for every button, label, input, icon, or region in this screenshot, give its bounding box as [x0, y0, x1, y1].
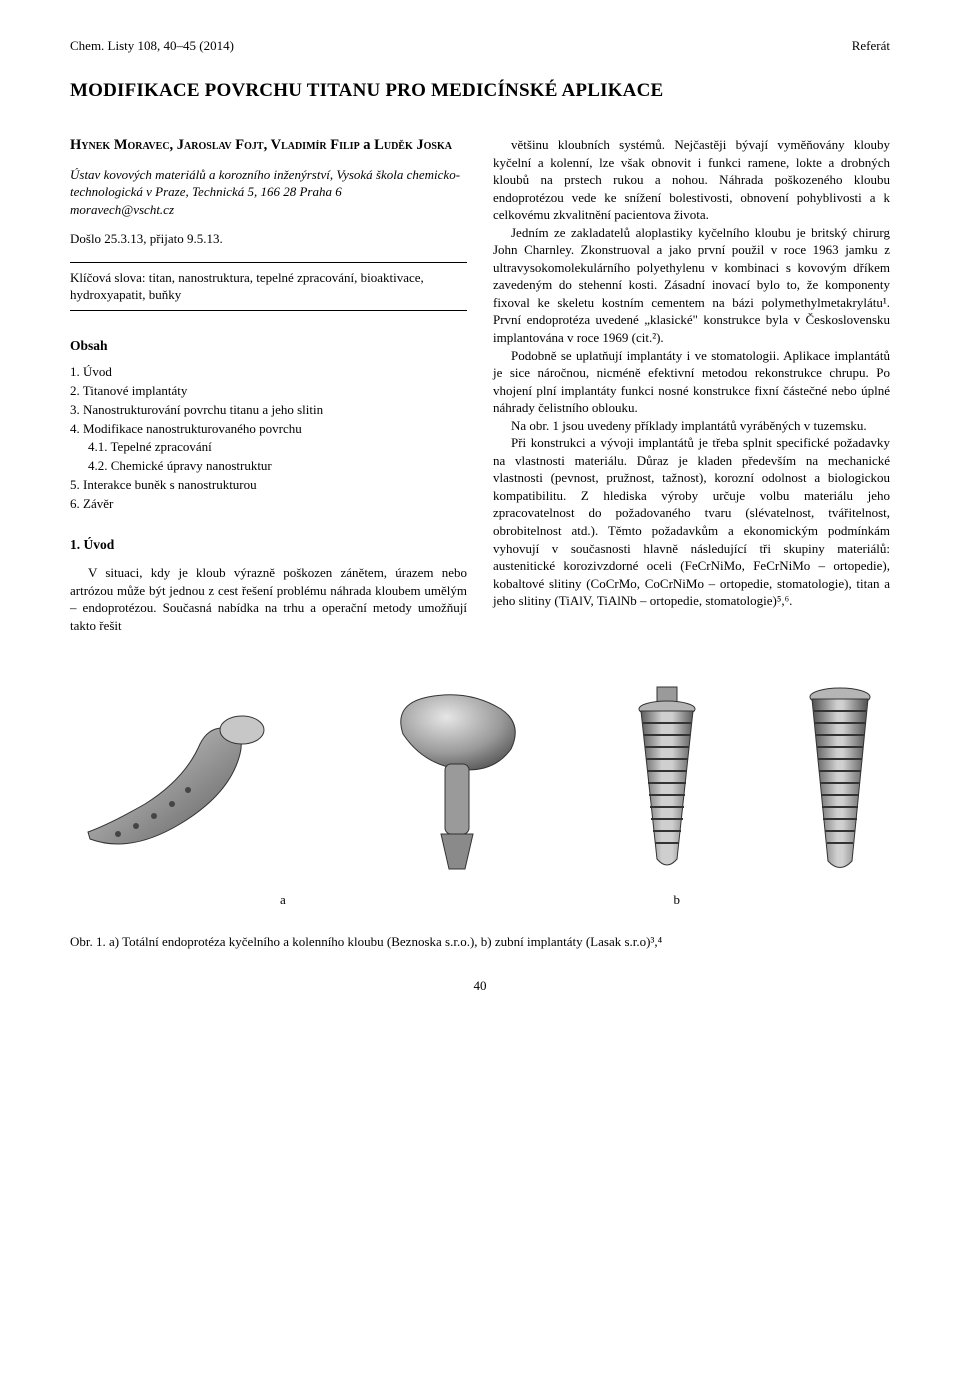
- left-column: Hynek Moravec, Jaroslav Fojt, Vladimír F…: [70, 136, 467, 634]
- body-paragraph: Podobně se uplatňují implantáty i ve sto…: [493, 347, 890, 417]
- author-list: Hynek Moravec, Jaroslav Fojt, Vladimír F…: [70, 136, 467, 156]
- section-heading: 1. Úvod: [70, 536, 467, 554]
- body-paragraph: většinu kloubních systémů. Nejčastěji bý…: [493, 136, 890, 224]
- hip-implant-image: [70, 684, 300, 874]
- submission-dates: Došlo 25.3.13, přijato 9.5.13.: [70, 230, 467, 248]
- toc-item: 6. Závěr: [70, 495, 467, 514]
- body-paragraph: Jedním ze zakladatelů aloplastiky kyčeln…: [493, 224, 890, 347]
- divider-top: [70, 262, 467, 263]
- toc-item: 5. Interakce buněk s nanostrukturou: [70, 476, 467, 495]
- toc-subitem: 4.1. Tepelné zpracování: [70, 438, 467, 457]
- toc-item: 1. Úvod: [70, 363, 467, 382]
- divider-bottom: [70, 310, 467, 311]
- contact-email: moravech@vscht.cz: [70, 202, 174, 217]
- journal-ref: Chem. Listy 108, 40–45 (2014): [70, 38, 234, 54]
- right-column: většinu kloubních systémů. Nejčastěji bý…: [493, 136, 890, 634]
- figure-sublabels: a b: [70, 892, 890, 908]
- article-type: Referát: [852, 38, 890, 54]
- figure-label-a: a: [280, 892, 286, 908]
- body-paragraph: Na obr. 1 jsou uvedeny příklady implantá…: [493, 417, 890, 435]
- contents-heading: Obsah: [70, 337, 467, 355]
- figure-label-b: b: [674, 892, 681, 908]
- body-paragraph: Při konstrukci a vývoji implantátů je tř…: [493, 434, 890, 609]
- keywords: Klíčová slova: titan, nanostruktura, tep…: [70, 269, 467, 304]
- figure-1: [70, 674, 890, 884]
- dental-implant-image: [617, 679, 717, 879]
- affiliation: Ústav kovových materiálů a korozního inž…: [70, 166, 467, 219]
- page-container: Chem. Listy 108, 40–45 (2014) Referát MO…: [0, 0, 960, 1024]
- toc-subitem: 4.2. Chemické úpravy nanostruktur: [70, 457, 467, 476]
- knee-implant-image: [373, 679, 543, 879]
- toc-item: 4. Modifikace nanostrukturovaného povrch…: [70, 420, 467, 439]
- table-of-contents: 1. Úvod 2. Titanové implantáty 3. Nanost…: [70, 363, 467, 514]
- toc-item: 3. Nanostrukturování povrchu titanu a je…: [70, 401, 467, 420]
- body-paragraph: V situaci, kdy je kloub výrazně poškozen…: [70, 564, 467, 634]
- running-header: Chem. Listy 108, 40–45 (2014) Referát: [70, 38, 890, 54]
- figure-caption: Obr. 1. a) Totální endoprotéza kyčelního…: [70, 934, 890, 950]
- article-title: MODIFIKACE POVRCHU TITANU PRO MEDICÍNSKÉ…: [70, 80, 890, 102]
- two-column-layout: Hynek Moravec, Jaroslav Fojt, Vladimír F…: [70, 136, 890, 634]
- toc-item: 2. Titanové implantáty: [70, 382, 467, 401]
- page-number: 40: [70, 978, 890, 994]
- dental-implant-image: [790, 679, 890, 879]
